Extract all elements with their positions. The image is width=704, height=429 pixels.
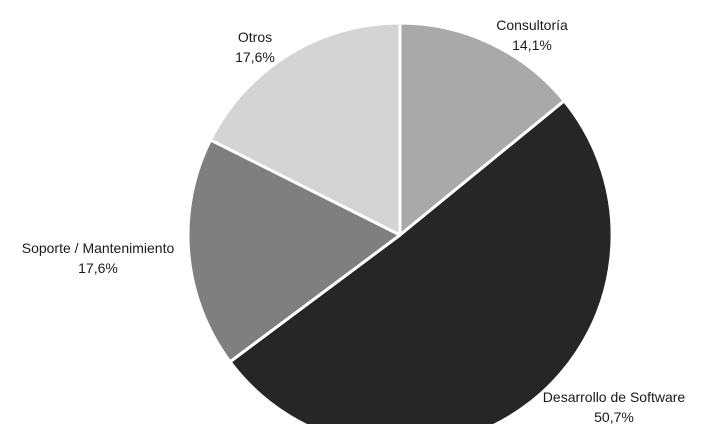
- slice-label-soporte-mantenimiento: Soporte / Mantenimiento: [22, 240, 175, 256]
- slice-value-otros: 17,6%: [235, 49, 275, 65]
- pie-slices: [186, 21, 614, 429]
- slice-label-otros: Otros: [238, 29, 272, 45]
- pie-labels: Consultoría 14,1% Desarrollo de Software 50…: [22, 17, 686, 425]
- slice-label-consultoria: Consultoría: [496, 17, 568, 33]
- slice-label-desarrollo-de-software: Desarrollo de Software: [543, 389, 686, 405]
- pie-slice-otros: [209, 21, 402, 237]
- pie-slice-soporte-mantenimiento: [186, 138, 402, 364]
- slice-value-desarrollo-de-software: 50,7%: [594, 409, 634, 424]
- slice-value-soporte-mantenimiento: 17,6%: [78, 260, 118, 276]
- slice-value-consultoria: 14,1%: [512, 37, 552, 53]
- pie-slice-consultoria: [398, 21, 566, 237]
